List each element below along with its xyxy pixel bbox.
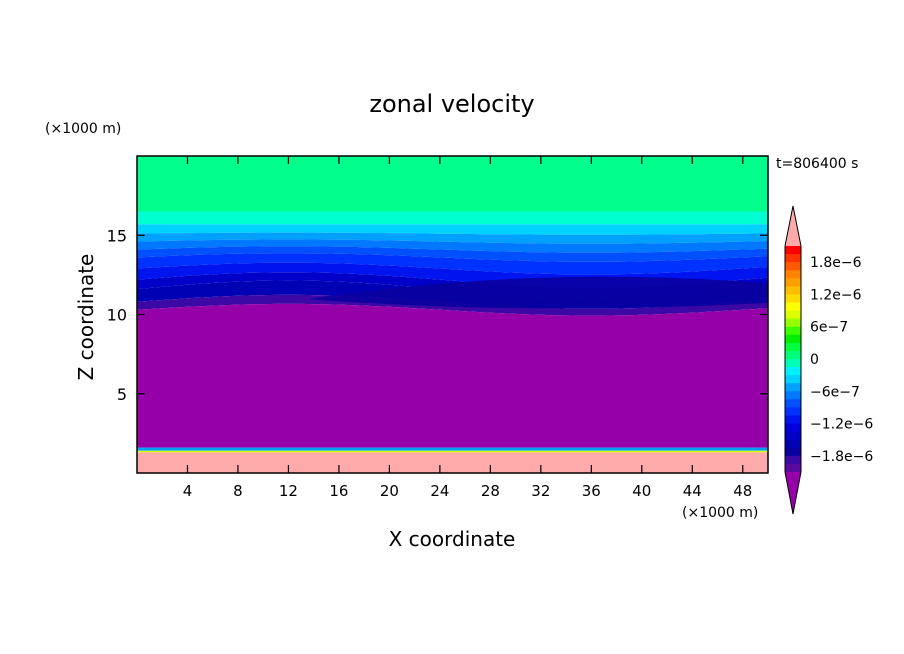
colorbar-segment: [785, 342, 801, 352]
colorbar-segment: [785, 423, 801, 433]
colorbar-tick-label: 1.2e−6: [810, 287, 862, 303]
colorbar-segment: [785, 375, 801, 384]
colorbar-segment: [785, 294, 801, 303]
x-tick-label: 16: [329, 482, 348, 500]
colorbar-segment: [785, 407, 801, 416]
colorbar-segment: [785, 399, 801, 408]
contour-band-band-6: [137, 253, 768, 275]
colorbar-segment: [785, 318, 801, 328]
x-tick-label: 12: [279, 482, 298, 500]
colorbar-segment: [785, 286, 801, 295]
contour-band-band-13: [137, 450, 768, 453]
x-axis-label: X coordinate: [389, 527, 516, 551]
colorbar-over-triangle: [785, 206, 801, 246]
colorbar-segment: [785, 447, 801, 457]
colorbar-tick-label: 1.8e−6: [810, 255, 862, 271]
contour-band-band-11: [137, 303, 768, 448]
x-tick-label: 28: [481, 482, 500, 500]
x-tick-label: 48: [733, 482, 752, 500]
colorbar-segment: [785, 262, 801, 271]
colorbar-under-triangle: [785, 472, 801, 514]
colorbar-segment: [785, 415, 801, 425]
colorbar-segment: [785, 350, 801, 360]
colorbar-segment: [785, 278, 801, 287]
contour-band-band-12: [137, 447, 768, 451]
colorbar-outline: [784, 205, 802, 515]
colorbar-segment: [785, 334, 801, 344]
contour-band-band-1: [137, 211, 768, 225]
colorbar: 1.8e−6 1.2e−6 6e−7 0 −6e−7 −1.2e−6 −1.8e−6: [784, 205, 873, 515]
x-tick-label: 20: [380, 482, 399, 500]
time-label: t=806400 s: [776, 156, 858, 172]
x-tick-label: 8: [233, 482, 243, 500]
x-tick-label: 24: [430, 482, 449, 500]
x-tick-label: 40: [632, 482, 651, 500]
y-tick-label: 15: [107, 226, 127, 245]
contour-core-minimum: [307, 276, 768, 309]
x-unit-label: (×1000 m): [682, 505, 758, 521]
colorbar-segment: [785, 391, 801, 400]
x-tick-label: 36: [582, 482, 601, 500]
contour-band-band-3: [137, 232, 768, 244]
colorbar-segment: [785, 383, 801, 392]
colorbar-tick-label: −1.2e−6: [810, 417, 873, 433]
colorbar-segment: [785, 463, 801, 473]
y-unit-label: (×1000 m): [45, 121, 121, 137]
colorbar-segment: [785, 270, 801, 279]
colorbar-segment: [785, 254, 801, 263]
chart-title: zonal velocity: [369, 90, 534, 118]
colorbar-segment: [785, 359, 801, 368]
colorbar-segment: [785, 367, 801, 376]
colorbar-tick-label: −6e−7: [810, 384, 860, 400]
y-tick-label: 10: [107, 306, 127, 325]
colorbar-segment: [785, 431, 801, 441]
contour-band-surface-layer: [137, 156, 768, 212]
y-tick-label: 5: [117, 385, 127, 404]
x-tick-label: 32: [531, 482, 550, 500]
y-axis-label: Z coordinate: [74, 254, 98, 381]
contour-band-band-2: [137, 224, 768, 235]
colorbar-segment: [785, 310, 801, 320]
colorbar-segment: [785, 455, 801, 465]
x-tick-label: 4: [183, 482, 193, 500]
plot-field: [137, 156, 768, 473]
colorbar-tick-label: −1.8e−6: [810, 449, 873, 465]
colorbar-segment: [785, 302, 801, 312]
colorbar-tick-label: 6e−7: [810, 320, 848, 336]
x-tick-label: 44: [683, 482, 702, 500]
contour-band-band-4: [137, 239, 768, 253]
contour-band-band-5: [137, 246, 768, 262]
colorbar-segment: [785, 246, 801, 255]
colorbar-tick-label: 0: [810, 352, 819, 368]
contour-band-bottom-layer: [137, 452, 768, 473]
colorbar-segment: [785, 439, 801, 449]
colorbar-segment: [785, 326, 801, 336]
